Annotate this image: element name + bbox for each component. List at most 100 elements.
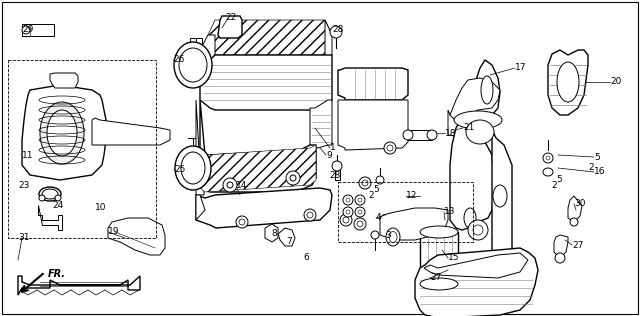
Circle shape (376, 176, 384, 184)
Bar (8, 60, 156, 238)
Polygon shape (380, 208, 448, 240)
Polygon shape (325, 20, 332, 58)
Circle shape (359, 177, 371, 189)
Ellipse shape (557, 62, 579, 102)
Ellipse shape (493, 185, 507, 207)
Text: FR.: FR. (48, 269, 66, 279)
Polygon shape (22, 85, 106, 180)
Circle shape (333, 162, 341, 170)
Polygon shape (265, 224, 278, 242)
Circle shape (340, 214, 352, 226)
Circle shape (355, 207, 365, 217)
Polygon shape (335, 168, 340, 180)
Circle shape (307, 212, 313, 218)
Circle shape (570, 218, 578, 226)
Circle shape (468, 220, 488, 240)
Polygon shape (196, 100, 212, 195)
Text: 8: 8 (271, 229, 276, 239)
Ellipse shape (179, 48, 207, 82)
Text: 16: 16 (594, 167, 605, 177)
Polygon shape (200, 55, 332, 110)
Bar (22, 24, 54, 36)
Circle shape (354, 218, 366, 230)
Text: 28: 28 (329, 171, 340, 179)
Polygon shape (492, 130, 512, 265)
Polygon shape (424, 253, 528, 278)
Text: 31: 31 (18, 234, 29, 242)
Circle shape (355, 195, 365, 205)
Ellipse shape (174, 42, 212, 88)
Polygon shape (38, 205, 62, 230)
Polygon shape (196, 188, 332, 228)
Text: 19: 19 (108, 228, 120, 236)
Circle shape (358, 210, 362, 214)
Text: 2: 2 (588, 163, 594, 173)
Text: 2: 2 (551, 181, 557, 191)
Text: 29: 29 (22, 26, 33, 34)
Circle shape (343, 207, 353, 217)
Circle shape (239, 219, 245, 225)
Circle shape (330, 26, 342, 38)
Circle shape (346, 210, 350, 214)
Circle shape (346, 198, 350, 202)
Ellipse shape (175, 146, 211, 190)
Polygon shape (278, 228, 295, 246)
Bar (420, 232, 458, 284)
Ellipse shape (543, 168, 553, 176)
Text: 11: 11 (22, 150, 33, 160)
Polygon shape (448, 110, 485, 138)
Polygon shape (200, 100, 316, 192)
Text: 15: 15 (448, 253, 460, 263)
Text: 25: 25 (174, 166, 186, 174)
Polygon shape (200, 145, 316, 192)
Ellipse shape (40, 102, 84, 164)
Circle shape (473, 225, 483, 235)
Bar (408, 130, 432, 140)
Text: 9: 9 (326, 150, 332, 160)
Polygon shape (450, 115, 494, 230)
Ellipse shape (181, 152, 205, 184)
Text: 20: 20 (610, 77, 621, 87)
Text: 5: 5 (594, 153, 600, 161)
Text: 28: 28 (332, 26, 344, 34)
Circle shape (39, 195, 45, 201)
Polygon shape (18, 276, 140, 295)
Circle shape (55, 195, 61, 201)
Bar (190, 38, 202, 48)
Circle shape (223, 178, 237, 192)
Polygon shape (338, 100, 408, 150)
Text: 21: 21 (463, 124, 474, 132)
Ellipse shape (481, 76, 493, 104)
Text: 12: 12 (406, 191, 417, 200)
Circle shape (371, 231, 379, 239)
Circle shape (227, 182, 233, 188)
Text: 13: 13 (444, 208, 456, 216)
Circle shape (357, 221, 363, 227)
Polygon shape (415, 248, 538, 316)
Text: 6: 6 (303, 253, 308, 263)
Ellipse shape (47, 110, 77, 156)
Text: 22: 22 (225, 14, 236, 22)
Circle shape (387, 145, 393, 151)
Text: 30: 30 (574, 199, 586, 209)
Text: 26: 26 (173, 56, 184, 64)
Polygon shape (200, 35, 215, 60)
Ellipse shape (464, 208, 476, 228)
Ellipse shape (466, 120, 494, 144)
Polygon shape (554, 235, 568, 258)
Circle shape (384, 142, 396, 154)
Circle shape (290, 175, 296, 181)
Ellipse shape (454, 111, 502, 129)
Ellipse shape (389, 232, 397, 242)
Text: 3: 3 (385, 232, 391, 240)
Text: 10: 10 (95, 203, 106, 211)
Circle shape (555, 253, 565, 263)
Polygon shape (50, 73, 78, 88)
Text: 7: 7 (286, 236, 292, 246)
Circle shape (543, 153, 553, 163)
Ellipse shape (386, 228, 400, 246)
Circle shape (286, 171, 300, 185)
Polygon shape (92, 118, 170, 145)
Polygon shape (310, 100, 332, 148)
Circle shape (546, 156, 550, 160)
